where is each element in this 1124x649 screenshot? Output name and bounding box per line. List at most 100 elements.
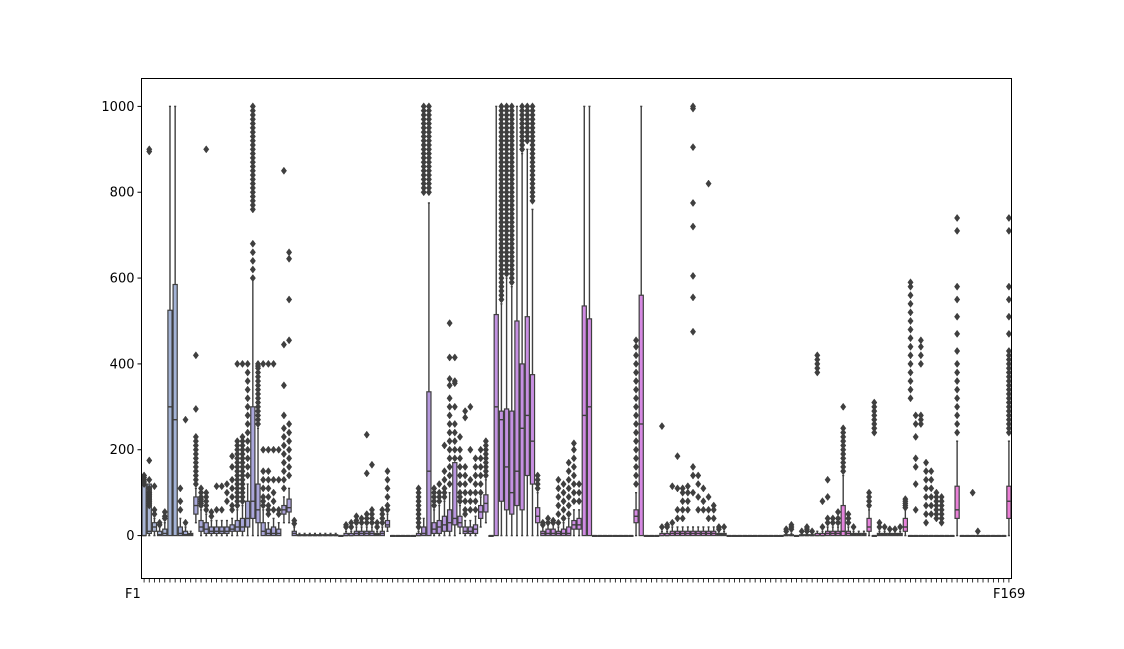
outlier-point xyxy=(255,419,262,429)
box xyxy=(493,313,499,537)
box xyxy=(1006,485,1012,520)
outlier-point xyxy=(286,437,293,446)
outlier-point xyxy=(275,445,282,454)
box-group xyxy=(379,505,386,537)
box-group xyxy=(493,105,499,537)
outlier-point xyxy=(902,503,909,512)
outlier-point xyxy=(565,492,572,501)
outlier-point xyxy=(560,514,567,523)
outlier-point xyxy=(280,432,287,441)
box-group xyxy=(715,522,722,537)
outlier-point xyxy=(633,377,640,386)
box-group xyxy=(773,534,779,537)
outlier-point xyxy=(182,415,189,424)
outlier-point xyxy=(674,484,681,493)
outlier-point xyxy=(923,458,930,467)
outlier-point xyxy=(265,475,272,484)
outlier-point xyxy=(669,482,676,491)
outlier-point xyxy=(441,467,448,476)
outlier-point xyxy=(477,471,484,480)
box-group xyxy=(488,534,494,537)
outlier-point xyxy=(633,385,640,394)
y-tick-label: 800 xyxy=(110,186,135,201)
outlier-point xyxy=(690,222,697,231)
outlier-point xyxy=(633,480,640,489)
box-group xyxy=(897,522,904,537)
box-group xyxy=(788,520,795,537)
outlier-point xyxy=(907,342,914,351)
outlier-point xyxy=(192,480,199,489)
outlier-point xyxy=(260,467,267,476)
outlier-point xyxy=(710,505,717,514)
box-group xyxy=(586,105,593,537)
box-group xyxy=(891,525,898,537)
box xyxy=(177,526,184,537)
outlier-point xyxy=(954,377,961,386)
box-group xyxy=(436,480,443,537)
box xyxy=(426,391,432,537)
outlier-point xyxy=(907,385,914,394)
outlier-point xyxy=(565,458,572,467)
box-group xyxy=(628,534,634,537)
outlier-point xyxy=(824,475,831,484)
outlier-point xyxy=(462,488,469,497)
outlier-point xyxy=(472,462,479,471)
box-group xyxy=(244,359,251,537)
outlier-point xyxy=(244,368,251,377)
outlier-point xyxy=(695,492,702,501)
outlier-point xyxy=(218,505,225,514)
outlier-point xyxy=(270,505,277,514)
box-group xyxy=(467,402,474,537)
outlier-point xyxy=(280,467,287,476)
outlier-point xyxy=(912,411,919,420)
outlier-point xyxy=(679,497,686,506)
box-group xyxy=(389,534,396,537)
outlier-point xyxy=(456,497,463,506)
outlier-point xyxy=(974,527,981,536)
box-group xyxy=(223,480,230,537)
outlier-point xyxy=(208,512,215,521)
box xyxy=(441,515,448,532)
box xyxy=(162,528,168,537)
outlier-point xyxy=(286,419,293,429)
outlier-point xyxy=(565,484,572,493)
outlier-point xyxy=(684,505,691,514)
outlier-point xyxy=(286,454,293,463)
box xyxy=(514,320,520,507)
outlier-point xyxy=(239,497,246,506)
box-group xyxy=(570,439,577,537)
outlier-point xyxy=(1005,282,1012,291)
outlier-point xyxy=(280,458,287,467)
box-group xyxy=(819,497,826,537)
box-group xyxy=(410,534,417,537)
box xyxy=(286,498,292,513)
outlier-point xyxy=(954,402,961,411)
box-group xyxy=(425,102,432,537)
box xyxy=(529,374,536,485)
box xyxy=(229,524,235,532)
box-group xyxy=(451,353,458,537)
outlier-point xyxy=(954,329,961,338)
box-group xyxy=(684,482,691,537)
outlier-point xyxy=(633,411,640,420)
outlier-point xyxy=(260,359,267,368)
outlier-point xyxy=(446,402,453,411)
outlier-point xyxy=(260,484,267,493)
box-group xyxy=(182,415,189,537)
box xyxy=(265,528,272,537)
outlier-point xyxy=(633,445,640,454)
outlier-point xyxy=(280,340,287,349)
outlier-point xyxy=(570,497,577,506)
outlier-point xyxy=(265,359,272,368)
outlier-point xyxy=(555,475,562,484)
outlier-point xyxy=(229,475,236,484)
outlier-point xyxy=(658,522,665,532)
box-group xyxy=(482,437,489,524)
box xyxy=(452,462,458,526)
y-tick-label: 600 xyxy=(110,272,135,287)
outlier-point xyxy=(249,256,256,265)
outlier-point xyxy=(633,454,640,463)
outlier-point xyxy=(690,462,697,471)
box-group xyxy=(550,516,557,537)
outlier-point xyxy=(451,454,458,463)
